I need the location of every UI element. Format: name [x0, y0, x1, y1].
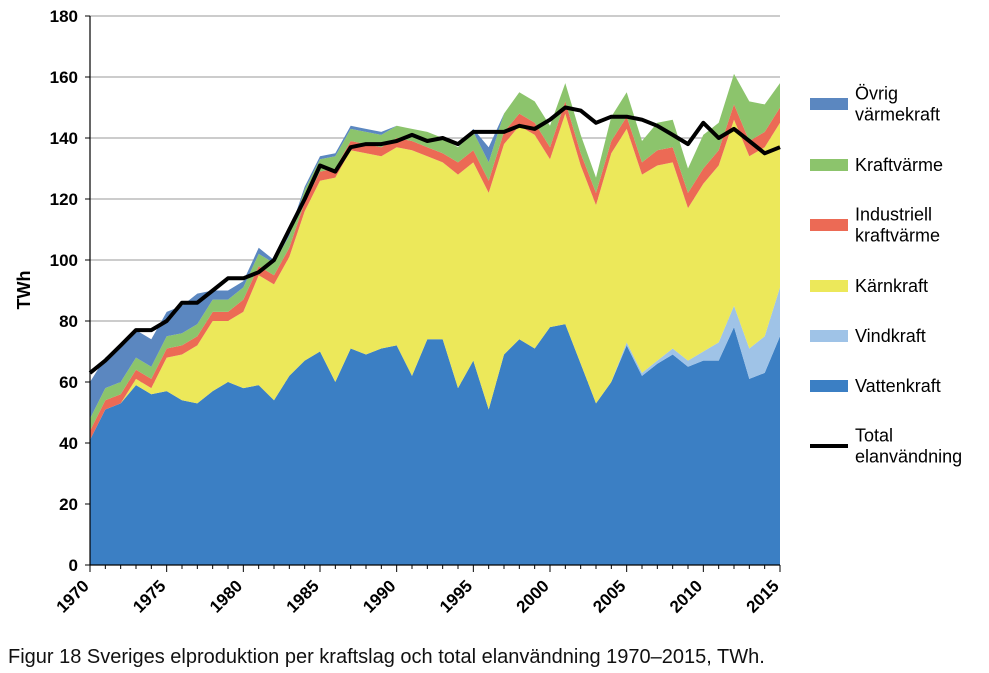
x-tick-label: 2005	[589, 576, 629, 616]
legend-label: Vattenkraft	[855, 376, 941, 396]
legend-label: Övrig	[855, 84, 898, 104]
legend-label: Total	[855, 426, 893, 446]
y-axis-label: TWh	[14, 271, 34, 310]
y-tick-label: 60	[59, 373, 78, 392]
area-vattenkraft	[90, 324, 780, 565]
x-tick-label: 1970	[53, 576, 93, 616]
legend-label: elanvändning	[855, 447, 962, 467]
area-kraftvarme	[90, 73, 780, 431]
legend-item-kraftvarme: Kraftvärme	[810, 155, 943, 175]
y-tick-label: 80	[59, 312, 78, 331]
legend-swatch	[810, 380, 848, 392]
x-tick-label: 2015	[743, 576, 783, 616]
y-tick-labels: 0 20 40 60 80 100 120 140 160 180	[50, 7, 78, 575]
figure-caption: Figur 18 Sveriges elproduktion per kraft…	[8, 646, 765, 668]
legend-swatch	[810, 330, 848, 342]
total-line-group	[88, 105, 781, 375]
legend-label: Kärnkraft	[855, 276, 928, 296]
legend-swatch	[810, 98, 848, 110]
x-tick-label: 2010	[666, 576, 706, 616]
x-tick-labels: 1970 1975 1980 1985 1990 1995 2000 2005 2010 2015	[53, 576, 783, 616]
legend-item-vattenkraft: Vattenkraft	[810, 376, 941, 396]
area-karnkraft	[90, 113, 780, 440]
y-tick-label: 40	[59, 434, 78, 453]
axes	[85, 15, 781, 572]
y-tick-label: 20	[59, 495, 78, 514]
legend-item-vindkraft: Vindkraft	[810, 326, 926, 346]
y-tick-label: 120	[50, 190, 78, 209]
x-tick-label: 1990	[359, 576, 399, 616]
x-tick-label: 2000	[513, 576, 553, 616]
legend-item-karnkraft: Kärnkraft	[810, 276, 928, 296]
y-tick-label: 100	[50, 251, 78, 270]
y-tick-label: 180	[50, 7, 78, 26]
total-elanvandning-line	[88, 105, 781, 375]
legend-swatch	[810, 219, 848, 231]
legend-label: Vindkraft	[855, 326, 926, 346]
legend-label: värmekraft	[855, 105, 940, 125]
x-tick-label: 1975	[129, 576, 169, 616]
y-tick-label: 140	[50, 129, 78, 148]
x-tick-label: 1995	[436, 576, 476, 616]
x-tick-label: 1985	[283, 576, 323, 616]
legend-label: Kraftvärme	[855, 155, 943, 175]
stacked-areas	[90, 73, 780, 565]
x-tick-label: 1980	[206, 576, 246, 616]
y-tick-label: 160	[50, 68, 78, 87]
energy-chart: 0 20 40 60 80 100 120 140 160 180 1970 1975 1980 198…	[14, 7, 962, 617]
legend-label: kraftvärme	[855, 226, 940, 246]
legend-label: Industriell	[855, 205, 932, 225]
y-tick-label: 0	[69, 556, 78, 575]
legend-swatch	[810, 280, 848, 292]
legend-swatch	[810, 159, 848, 171]
